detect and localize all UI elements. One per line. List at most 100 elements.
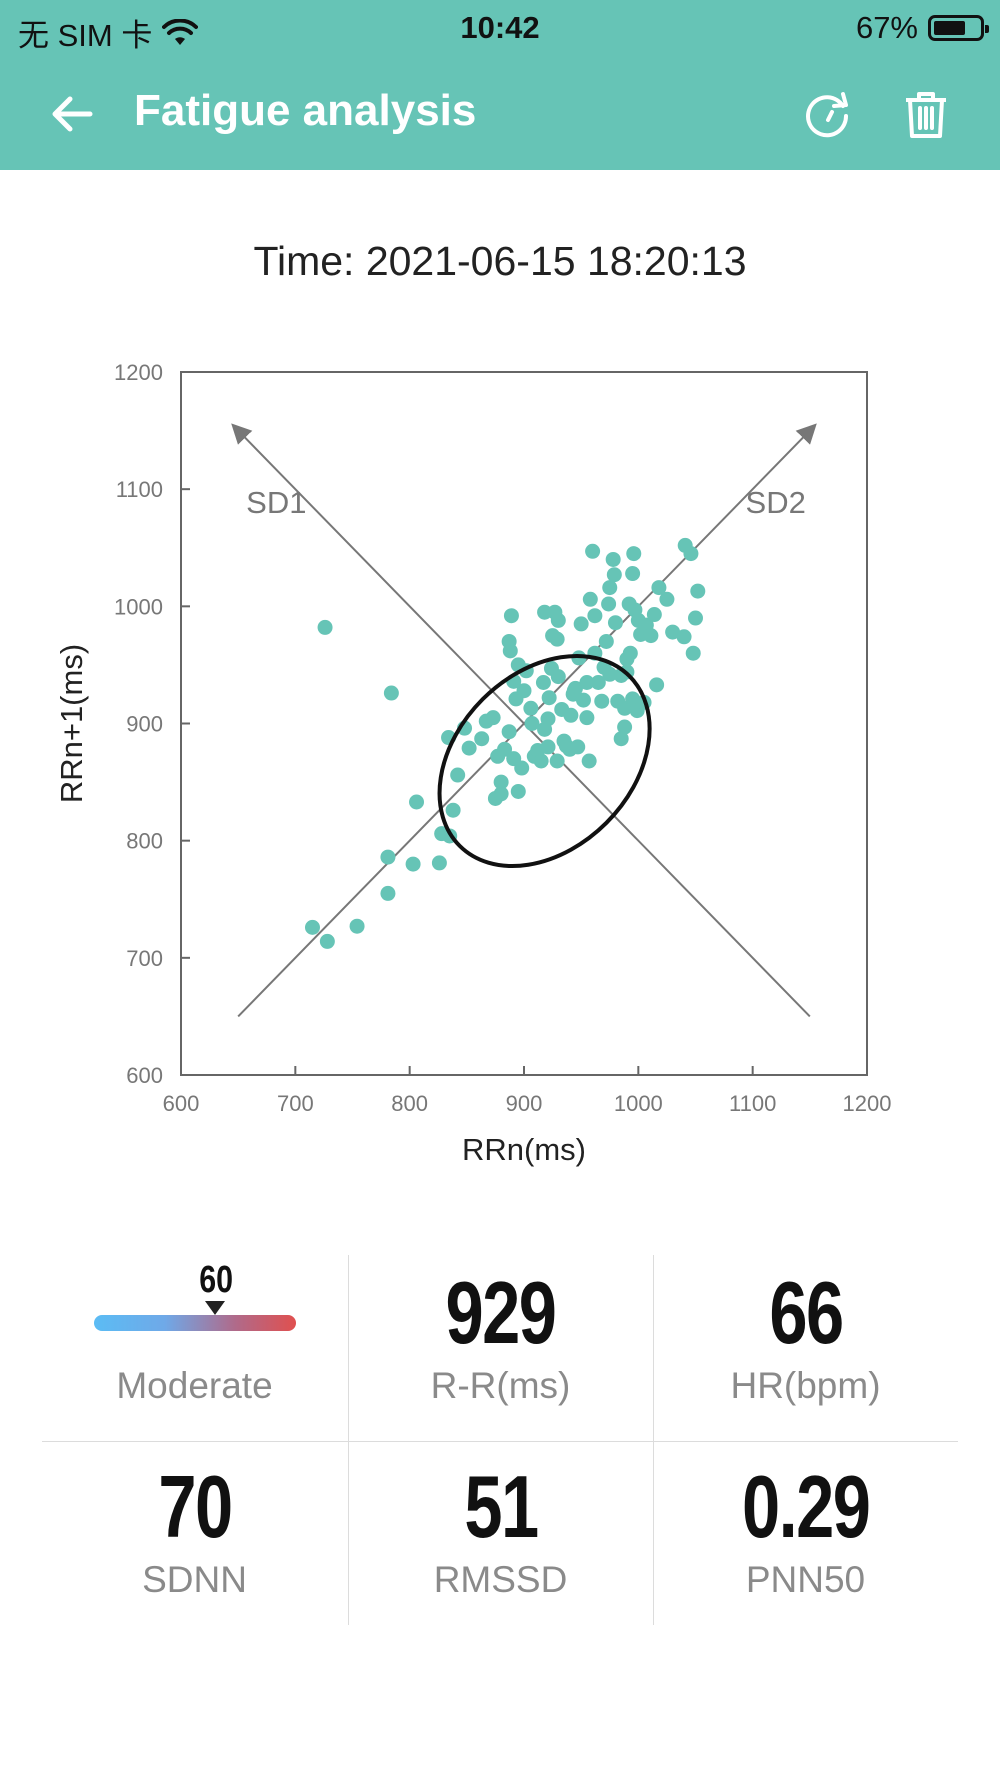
status-bar: 无 SIM 卡 10:42 67% [0,0,1000,56]
data-point [563,707,579,723]
y-axis-label: RRn+1(ms) [54,644,89,803]
data-point [380,885,396,901]
data-point [649,677,665,693]
y-tick-label: 1000 [114,594,163,619]
nav-bar: Fatigue analysis [0,60,1000,170]
data-point [319,933,335,949]
data-point [585,543,601,559]
pnn50-label: PNN50 [745,1559,866,1600]
data-point [445,802,461,818]
record-time: Time: 2021-06-15 18:20:13 [253,238,747,284]
data-point [690,583,706,599]
data-point [646,607,662,623]
data-point [602,580,618,596]
poincare-scatter-chart: 600 700 800 900 1000 1100 1200 600 700 800 900 1000… [54,360,892,1167]
data-point [516,683,532,699]
x-tick-label: 1200 [843,1091,892,1116]
data-point [605,551,621,567]
data-point [493,786,509,802]
data-point [537,604,553,620]
x-axis-label: RRn(ms) [462,1132,586,1167]
carrier-label: 无 SIM 卡 [18,18,153,53]
x-tick-label: 900 [506,1091,543,1116]
sdnn-value: 70 [157,1457,233,1556]
y-tick-label: 900 [126,712,163,737]
data-point [598,633,614,649]
data-point [606,567,622,583]
data-point [590,674,606,690]
data-point [587,608,603,624]
data-point [613,731,629,747]
header-bar: 无 SIM 卡 10:42 67% Fatigue analysis [0,0,1000,170]
data-point [573,616,589,632]
data-point [503,608,519,624]
y-tick-label: 700 [126,946,163,971]
page-title: Fatigue analysis [134,86,477,135]
data-point [533,753,549,769]
data-point [683,546,699,562]
fatigue-cell: 60 Moderate [42,1255,347,1441]
data-point [594,693,610,709]
rmssd-cell: 51 RMSSD [348,1463,653,1601]
data-point [643,628,659,644]
data-point [579,710,595,726]
y-tick-label: 1100 [116,477,163,502]
pnn50-cell: 0.29 PNN50 [653,1463,958,1601]
data-point [582,591,598,607]
battery-group: 67% [855,10,989,46]
sd2-label: SD2 [746,485,806,520]
back-arrow-icon[interactable] [44,86,100,142]
data-point [380,849,396,865]
status-time: 10:42 [460,10,540,45]
data-point [535,674,551,690]
data-point [665,624,681,640]
data-point [676,629,692,645]
data-point [617,719,633,735]
data-point [651,580,667,596]
data-point [540,711,556,727]
data-point [575,692,591,708]
data-point [540,739,556,755]
data-point [510,783,526,799]
data-point [625,566,641,582]
data-point [607,615,623,631]
data-point [523,700,539,716]
fatigue-level-marker [205,1301,226,1315]
data-point [409,794,425,810]
rr-cell: 929 R-R(ms) [348,1269,653,1407]
trash-icon[interactable] [898,86,954,142]
pnn50-value: 0.29 [741,1457,871,1556]
fatigue-label: Moderate [116,1365,273,1406]
data-point [317,619,333,635]
sd-ellipse [437,653,652,869]
data-point [497,741,513,757]
data-point [549,631,565,647]
data-point [566,683,582,699]
data-point [349,918,365,934]
rr-value: 929 [445,1263,557,1362]
data-point [579,674,595,690]
sdnn-cell: 70 SDNN [42,1463,347,1601]
rmssd-label: RMSSD [433,1559,568,1600]
data-point [501,724,517,740]
x-tick-label: 600 [163,1091,200,1116]
data-point [601,596,617,612]
data-point [581,753,597,769]
sd1-axis-line [231,423,811,1018]
battery-icon [928,15,989,41]
data-point [304,919,320,935]
hr-label: HR(bpm) [730,1365,881,1406]
refresh-icon[interactable] [800,86,856,142]
sd1-label: SD1 [246,485,306,520]
data-point [501,633,517,649]
data-point [474,731,490,747]
data-point [383,685,399,701]
data-point [485,710,501,726]
hr-value: 66 [768,1263,844,1362]
y-tick-label: 1200 [114,360,163,385]
battery-percent: 67% [855,10,918,45]
fatigue-score: 60 [199,1259,234,1301]
y-tick-label: 800 [126,829,163,854]
sdnn-label: SDNN [142,1559,247,1600]
data-point [493,774,509,790]
